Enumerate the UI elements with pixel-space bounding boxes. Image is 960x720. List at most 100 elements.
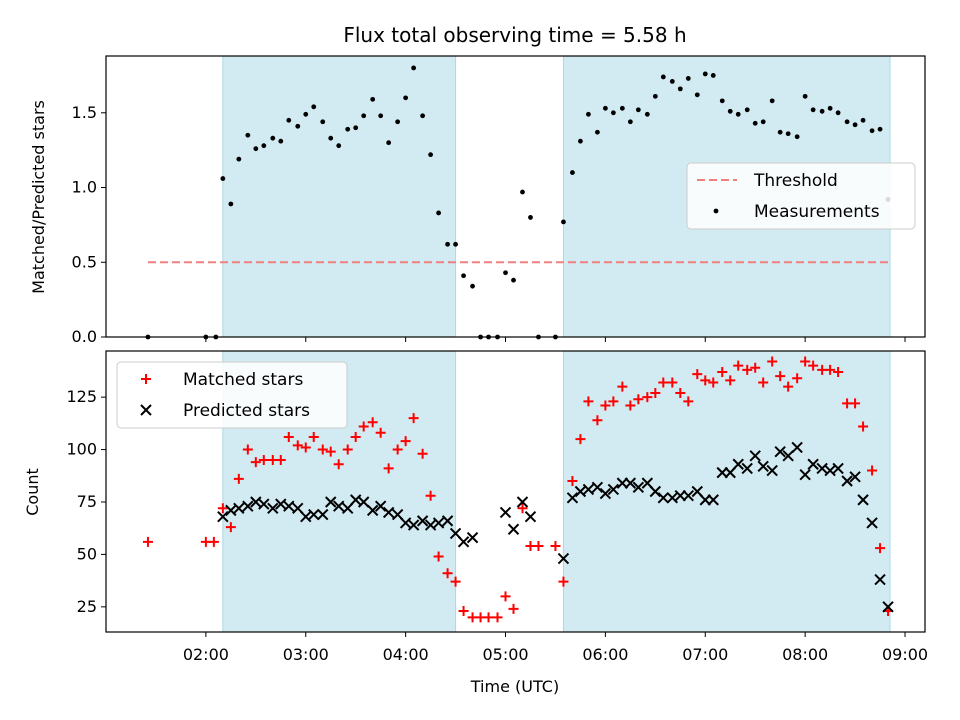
matched-stars-point xyxy=(633,394,644,405)
measurement-point xyxy=(652,93,658,99)
measurement-point xyxy=(694,92,700,98)
predicted-stars-point xyxy=(599,487,612,500)
measurement-point xyxy=(270,135,276,141)
measurement-point xyxy=(428,152,434,158)
predicted-stars-point xyxy=(866,517,878,529)
y-tick-label: 100 xyxy=(66,440,97,459)
legend-top: Threshold Measurements xyxy=(686,162,916,230)
predicted-stars-point xyxy=(258,498,270,510)
matched-stars-point xyxy=(700,375,711,386)
measurement-point xyxy=(578,138,583,144)
matched-stars-point xyxy=(625,400,636,411)
matched-stars-point xyxy=(392,444,403,455)
measurement-point xyxy=(619,105,625,111)
measurement-point xyxy=(610,110,616,116)
predicted-stars-point xyxy=(516,496,529,508)
measurement-point xyxy=(702,71,708,77)
measurement-point xyxy=(685,76,691,81)
matched-stars-point xyxy=(450,576,461,587)
measurement-point xyxy=(660,74,666,80)
matched-stars-point xyxy=(800,356,811,367)
predicted-stars-point xyxy=(874,573,886,586)
predicted-stars-point xyxy=(649,485,662,498)
predicted-stars-point xyxy=(757,460,769,473)
predicted-stars-point xyxy=(782,450,794,462)
y-axis-label-top: Matched/Predicted stars xyxy=(29,100,48,294)
measurement-point xyxy=(777,129,783,135)
measurement-point xyxy=(644,111,650,117)
measurement-point xyxy=(810,107,816,113)
matched-stars-point xyxy=(250,457,261,468)
measurement-point xyxy=(303,111,309,117)
matched-stars-point xyxy=(617,381,628,392)
legend-frame xyxy=(686,162,916,230)
measurement-point xyxy=(453,241,458,247)
matched-stars-point xyxy=(733,360,744,371)
predicted-stars-point xyxy=(849,471,861,483)
observing-span xyxy=(222,55,457,338)
predicted-stars-point xyxy=(499,506,512,519)
matched-stars-point xyxy=(275,455,286,466)
x-tick-label: 09:00 xyxy=(882,645,928,664)
matched-stars-point xyxy=(375,427,386,438)
measurement-point xyxy=(819,108,825,114)
measurement-point xyxy=(844,119,850,125)
predicted-stars-point xyxy=(325,496,337,508)
predicted-stars-point xyxy=(432,517,445,529)
matched-stars-point xyxy=(825,364,836,375)
measurement-point xyxy=(627,119,633,125)
measurement-point xyxy=(378,113,384,119)
matched-stars-point xyxy=(258,455,269,466)
predicted-stars-point xyxy=(766,464,778,477)
matched-stars-point xyxy=(592,415,603,426)
legend-matched-swatch xyxy=(141,374,151,384)
predicted-stars-point xyxy=(457,536,470,548)
matched-stars-point xyxy=(642,392,653,403)
measurement-point xyxy=(869,128,875,134)
measurement-point xyxy=(877,126,883,132)
measurement-point xyxy=(345,126,351,132)
predicted-stars-point xyxy=(774,445,786,458)
measurement-point xyxy=(835,110,841,116)
predicted-stars-point xyxy=(607,483,620,496)
predicted-stars-point xyxy=(466,531,479,544)
matched-stars-point xyxy=(500,591,511,602)
measurement-point xyxy=(602,105,608,111)
predicted-stars-point xyxy=(382,506,395,519)
measurement-point xyxy=(719,98,725,104)
matched-stars-point xyxy=(433,551,444,562)
measurement-point xyxy=(570,170,575,175)
predicted-stars-point xyxy=(857,494,869,506)
legend-predicted-label: Predicted stars xyxy=(183,401,310,421)
measurement-point xyxy=(561,219,566,225)
predicted-stars-point xyxy=(267,502,279,514)
legend-bottom: Matched stars Predicted stars xyxy=(116,361,348,429)
predicted-stars-point xyxy=(233,502,245,514)
measurement-point xyxy=(411,65,417,71)
y-tick-label: 50 xyxy=(77,544,97,563)
measurement-point xyxy=(261,143,267,149)
measurement-point xyxy=(328,135,334,141)
matched-stars-point xyxy=(400,436,411,447)
matched-stars-point xyxy=(767,356,778,367)
top-panel: 0.0 0.5 1.0 1.5 Threshold Measurements xyxy=(72,55,926,346)
matched-stars-point xyxy=(217,503,228,514)
y-tick-label: 0.0 xyxy=(72,327,97,346)
measurement-point xyxy=(794,134,800,140)
matched-stars-point xyxy=(483,612,494,623)
measurement-point xyxy=(785,131,791,137)
axes-frame xyxy=(105,350,926,633)
predicted-stars-point xyxy=(707,494,719,506)
measurement-point xyxy=(528,215,533,220)
matched-stars-point xyxy=(342,444,353,455)
predicted-stars-point xyxy=(374,500,387,512)
matched-stars-point xyxy=(283,431,294,442)
matched-stars-point xyxy=(300,442,311,453)
matched-stars-point xyxy=(667,377,678,388)
measurement-point xyxy=(320,119,326,125)
measurement-point xyxy=(336,143,342,149)
measurement-point xyxy=(311,104,317,110)
matched-stars-point xyxy=(650,387,661,398)
measurement-point xyxy=(295,123,301,129)
legend-measurements-label: Measurements xyxy=(754,202,880,222)
